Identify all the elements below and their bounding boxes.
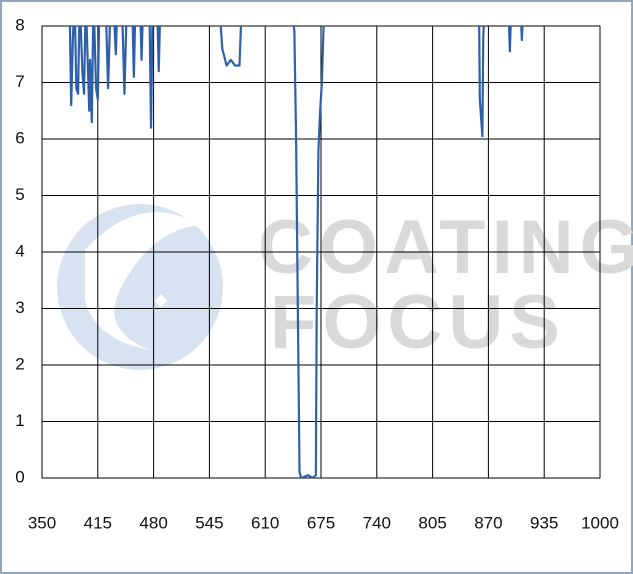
watermark-text: COATING [258, 205, 633, 290]
x-tick-label: 675 [307, 513, 335, 532]
y-tick-label: 2 [15, 354, 24, 373]
data-line [68, 26, 524, 478]
x-tick-label: 740 [363, 513, 391, 532]
y-tick-label: 6 [15, 128, 24, 147]
y-tick-label: 0 [15, 467, 24, 486]
y-tick-label: 8 [15, 15, 24, 34]
x-tick-label: 415 [84, 513, 112, 532]
y-tick-label: 4 [15, 241, 24, 260]
x-tick-label: 610 [251, 513, 279, 532]
watermark-text: FOCUS [270, 280, 566, 365]
x-tick-label: 805 [418, 513, 446, 532]
y-tick-label: 3 [15, 298, 24, 317]
y-tick-label: 5 [15, 185, 24, 204]
y-tick-label: 7 [15, 72, 24, 91]
y-tick-label: 1 [15, 411, 24, 430]
x-tick-label: 480 [139, 513, 167, 532]
x-tick-label: 870 [474, 513, 502, 532]
x-tick-label: 935 [530, 513, 558, 532]
watermark-logo [57, 204, 223, 370]
x-tick-label: 1000 [581, 513, 619, 532]
x-tick-label: 350 [28, 513, 56, 532]
x-tick-label: 545 [195, 513, 223, 532]
